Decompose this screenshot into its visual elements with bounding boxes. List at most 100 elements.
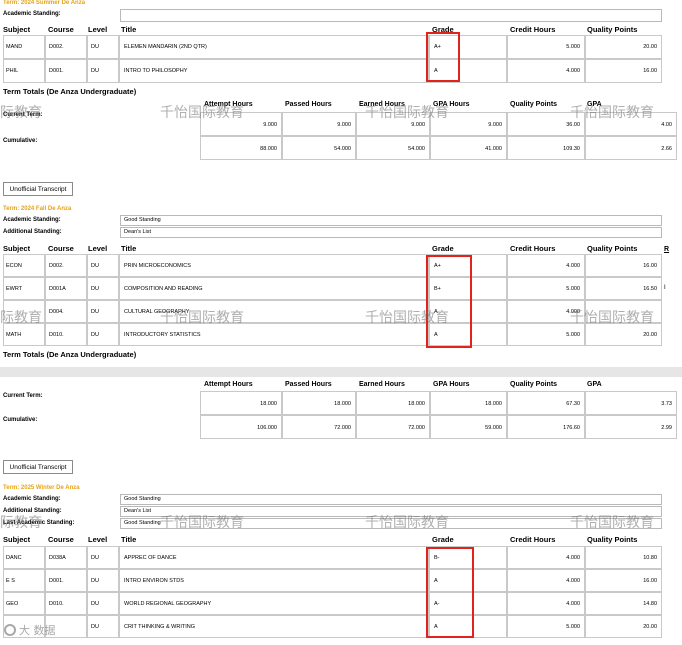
cell-title: WORLD REGIONAL GEOGRAPHY: [119, 592, 429, 615]
cumulative-gpa-hours: 41.000: [430, 136, 507, 160]
cell-title: COMPOSITION AND READING: [119, 277, 429, 300]
totals-header-passed: Passed Hours: [285, 101, 332, 108]
cell-course: D004.: [45, 300, 87, 323]
cell-title: APPREC OF DANCE: [119, 546, 429, 569]
cell-grade: A: [429, 615, 507, 638]
header-course: Course: [48, 244, 74, 253]
cumulative-row: 88.000 54.000 54.000 41.000 109.30 2.66: [0, 136, 682, 160]
current-term-label: Current Term:: [3, 393, 43, 399]
cell-course: D010.: [45, 592, 87, 615]
unofficial-transcript-button[interactable]: Unofficial Transcript: [3, 460, 73, 474]
current-term-label: Current Term:: [3, 112, 43, 118]
cumulative-gpa-hours: 59.000: [430, 415, 507, 439]
additional-standing-value: Dean's List: [120, 227, 662, 238]
table-row: DANC D038A DU APPREC OF DANCE B- 4.000 1…: [0, 546, 662, 569]
additional-standing-label: Additional Standing:: [3, 508, 62, 514]
totals-header-gpa: GPA: [587, 381, 602, 388]
totals-header-earned: Earned Hours: [359, 101, 405, 108]
current-term-row: 9.000 9.000 9.000 9.000 36.00 4.00: [0, 112, 682, 136]
totals-header-attempt: Attempt Hours: [204, 381, 253, 388]
section-divider: [0, 367, 682, 377]
cell-quality-points: 16.00: [585, 569, 662, 592]
cell-course: D001.: [45, 569, 87, 592]
cell-credit: 4.000: [507, 300, 585, 323]
cell-subject: MAND: [3, 35, 45, 59]
header-subject: Subject: [3, 244, 31, 253]
cell-credit: 5.000: [507, 615, 585, 638]
term-title-winter-2025: Term: 2025 Winter De Anza: [3, 485, 80, 491]
total-gpa: 4.00: [585, 112, 677, 136]
total-quality-points: 67.30: [507, 391, 585, 415]
total-attempt: 9.000: [200, 112, 282, 136]
cell-credit: 4.000: [507, 59, 585, 83]
header-title: Title: [121, 244, 137, 253]
total-earned: 9.000: [356, 112, 430, 136]
term-totals-title: Term Totals (De Anza Undergraduate): [3, 87, 137, 96]
cell-subject: MATH: [3, 323, 45, 346]
cell-subject: ECON: [3, 254, 45, 277]
cell-grade: A+: [429, 254, 507, 277]
cell-level: DU: [87, 277, 119, 300]
cell-quality-points: 10.80: [585, 546, 662, 569]
cell-title: CRIT THINKING & WRITING: [119, 615, 429, 638]
header-grade: Grade: [432, 535, 454, 544]
cell-title: INTRODUCTORY STATISTICS: [119, 323, 429, 346]
table-row: MATH D010. DU INTRODUCTORY STATISTICS A …: [0, 323, 682, 346]
cell-credit: 4.000: [507, 592, 585, 615]
cumulative-passed: 72.000: [282, 415, 356, 439]
cumulative-row: 106.000 72.000 72.000 59.000 176.60 2.99: [0, 415, 682, 439]
cell-course: D002.: [45, 254, 87, 277]
cell-quality-points: 20.00: [585, 615, 662, 638]
header-title: Title: [121, 535, 137, 544]
academic-standing-label: Academic Standing:: [3, 11, 61, 17]
total-quality-points: 36.00: [507, 112, 585, 136]
header-subject: Subject: [3, 25, 31, 34]
academic-standing-label: Academic Standing:: [3, 217, 61, 223]
header-level: Level: [88, 535, 108, 544]
cell-grade: A-: [429, 592, 507, 615]
table-row: E S D001. DU INTRO ENVIRON STDS A 4.000 …: [0, 569, 662, 592]
unofficial-transcript-button[interactable]: Unofficial Transcript: [3, 182, 73, 196]
total-passed: 9.000: [282, 112, 356, 136]
cell-subject: EWRT: [3, 277, 45, 300]
table-row: ECON D002. DU PRIN MICROECONOMICS A+ 4.0…: [0, 254, 682, 277]
header-r: R: [664, 246, 670, 253]
table-row: MAND D002. DU ELEMEN MANDARIN (2ND QTR) …: [0, 35, 662, 59]
header-quality-points: Quality Points: [587, 535, 638, 544]
cell-title: ELEMEN MANDARIN (2ND QTR): [119, 35, 429, 59]
cell-grade: A: [429, 323, 507, 346]
cumulative-attempt: 106.000: [200, 415, 282, 439]
total-gpa-hours: 9.000: [430, 112, 507, 136]
cumulative-label: Cumulative:: [3, 138, 38, 144]
cell-level: DU: [87, 615, 119, 638]
last-academic-standing-label: Last Academic Standing:: [3, 520, 75, 526]
header-title: Title: [121, 25, 137, 34]
total-gpa: 3.73: [585, 391, 677, 415]
cell-quality-points: 14.80: [585, 592, 662, 615]
cell-subject: PHIL: [3, 59, 45, 83]
header-credit-hours: Credit Hours: [510, 244, 556, 253]
totals-header-earned: Earned Hours: [359, 381, 405, 388]
header-grade: Grade: [432, 25, 454, 34]
cell-quality-points: 20.00: [585, 323, 662, 346]
academic-standing-value: Good Standing: [120, 215, 662, 226]
total-attempt: 18.000: [200, 391, 282, 415]
cell-credit: 4.000: [507, 546, 585, 569]
cell-subject: E S: [3, 569, 45, 592]
cell-subject: GEO: [3, 592, 45, 615]
totals-header-gpa-hours: GPA Hours: [433, 101, 470, 108]
cell-credit: 5.000: [507, 35, 585, 59]
total-earned: 18.000: [356, 391, 430, 415]
table-row: PHIL D001. DU INTRO TO PHILOSOPHY A 4.00…: [0, 59, 662, 83]
cell-course: D038A: [45, 546, 87, 569]
cumulative-attempt: 88.000: [200, 136, 282, 160]
cell-title: INTRO TO PHILOSOPHY: [119, 59, 429, 83]
header-course: Course: [48, 25, 74, 34]
cell-title: PRIN MICROECONOMICS: [119, 254, 429, 277]
cell-quality-points: 20.00: [585, 35, 662, 59]
cell-level: DU: [87, 254, 119, 277]
last-academic-standing-value: Good Standing: [120, 518, 662, 529]
cell-credit: 5.000: [507, 323, 585, 346]
totals-header-gpa: GPA: [587, 101, 602, 108]
cell-quality-points: 16.00: [585, 59, 662, 83]
